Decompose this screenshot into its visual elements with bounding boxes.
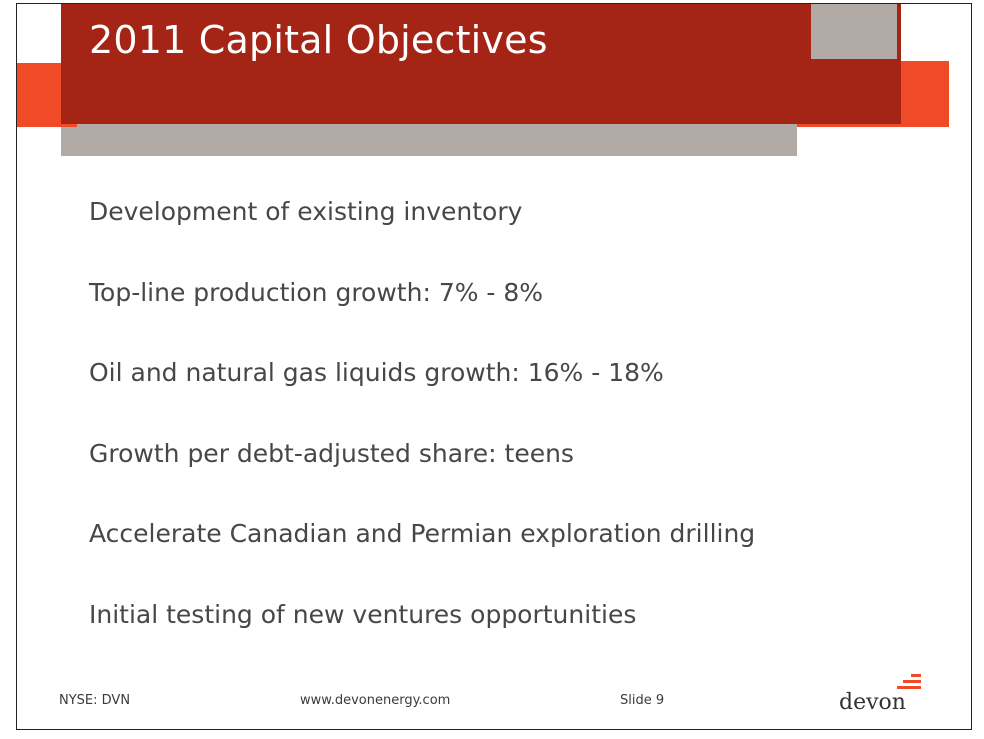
- devon-flame-stripes-icon: [897, 674, 921, 689]
- footer-ticker: NYSE: DVN: [59, 693, 131, 708]
- objective-item: Development of existing inventory: [89, 197, 523, 226]
- footer-website: www.devonenergy.com: [300, 693, 451, 708]
- slide: 2011 Capital Objectives Development of e…: [16, 3, 972, 730]
- objective-item: Initial testing of new ventures opportun…: [89, 599, 637, 629]
- logo-wordmark: devon: [839, 690, 906, 715]
- objective-item: Growth per debt-adjusted share: teens: [89, 438, 574, 468]
- footer-slide-number: Slide 9: [620, 693, 665, 708]
- slide-title: 2011 Capital Objectives: [89, 18, 548, 62]
- objective-item: Oil and natural gas liquids growth: 16% …: [89, 358, 664, 387]
- objectives-list: Development of existing inventory Top-li…: [89, 194, 755, 677]
- devon-logo: devon: [835, 672, 925, 716]
- header-red-band: [61, 4, 901, 124]
- objective-item: Top-line production growth: 7% - 8%: [89, 277, 544, 307]
- header-gray-block-top-right: [811, 4, 897, 59]
- objective-item: Accelerate Canadian and Permian explorat…: [89, 519, 756, 548]
- header-gray-bar: [61, 124, 797, 156]
